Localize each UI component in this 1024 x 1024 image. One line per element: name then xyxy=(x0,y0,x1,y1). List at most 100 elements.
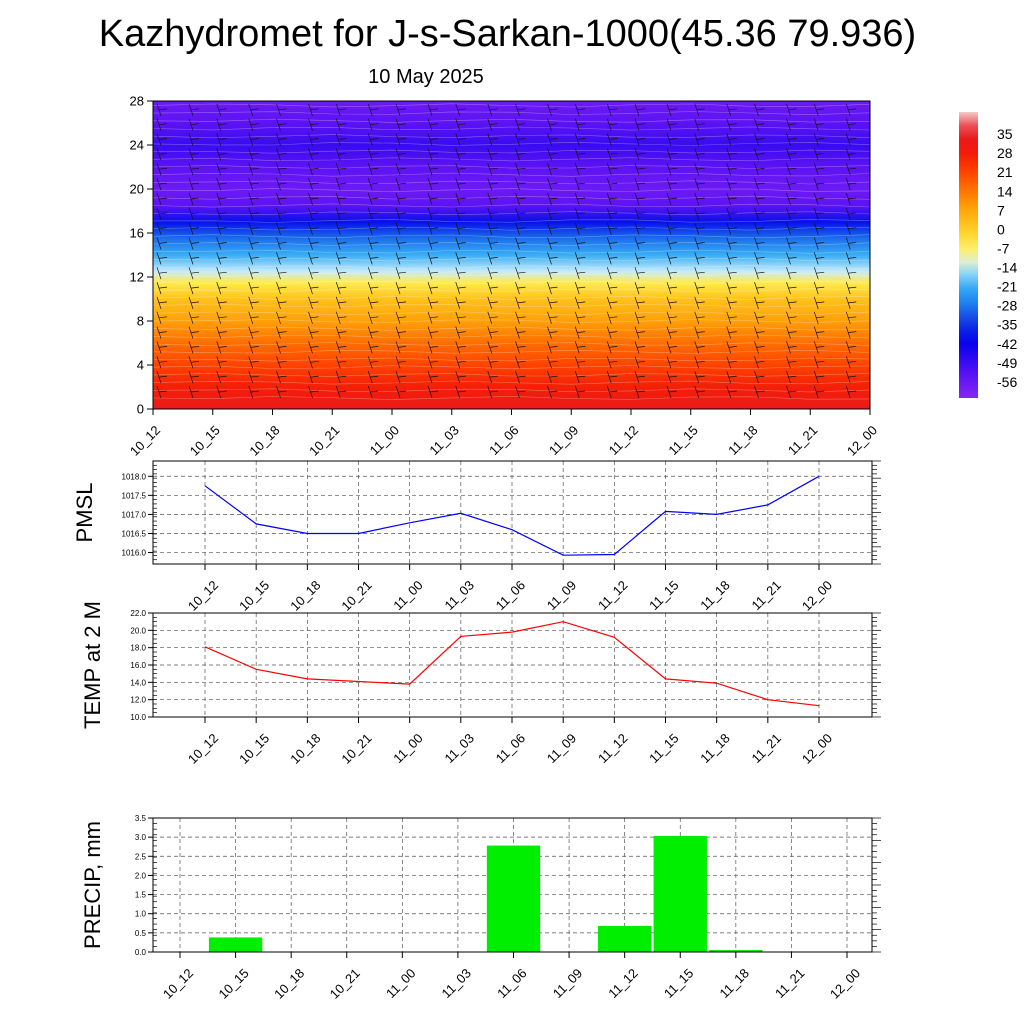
xtick-label: 10_18 xyxy=(287,731,323,767)
wind-barb xyxy=(188,177,200,191)
wind-barb xyxy=(427,281,439,295)
wind-barb xyxy=(547,207,558,220)
wind-barb xyxy=(455,311,466,324)
wind-barb xyxy=(427,148,439,161)
wind-barb xyxy=(515,177,526,191)
ytick-label: 1018.0 xyxy=(122,472,147,481)
heatmap-ytick-label: 24 xyxy=(130,138,144,153)
wind-barb xyxy=(754,222,765,235)
ytick-label: 18.0 xyxy=(130,644,146,653)
wind-barb xyxy=(455,356,466,369)
wind-barb xyxy=(455,177,466,191)
heatmap-isoline xyxy=(152,180,871,185)
xtick-label: 11_15 xyxy=(646,731,681,766)
wind-barb xyxy=(308,385,319,399)
wind-barb xyxy=(248,192,259,206)
wind-barb xyxy=(455,326,466,339)
heatmap-ytick-label: 8 xyxy=(137,314,144,329)
wind-barb xyxy=(427,222,439,235)
colorbar-label: 0 xyxy=(997,221,1005,237)
colorbar-label: 28 xyxy=(997,145,1013,161)
wind-barb xyxy=(487,311,498,324)
wind-barb xyxy=(367,133,379,146)
wind-barb xyxy=(335,118,347,131)
wind-barb xyxy=(694,118,705,131)
ytick-label: 10.0 xyxy=(130,713,146,722)
wind-barb xyxy=(694,311,705,324)
heatmap-xtick-label: 11_03 xyxy=(426,423,461,458)
wind-barb xyxy=(666,370,678,384)
wind-barb xyxy=(634,356,646,369)
wind-barb xyxy=(367,296,379,310)
wind-barb xyxy=(666,326,678,339)
wind-barb xyxy=(606,281,618,295)
heatmap-ytick-label: 16 xyxy=(130,226,144,241)
wind-barb xyxy=(515,267,526,280)
chart-subtitle: 10 May 2025 xyxy=(368,66,484,88)
wind-barb xyxy=(335,370,347,384)
wind-barb xyxy=(813,281,825,295)
wind-barb xyxy=(216,192,227,206)
heatmap-isoline xyxy=(152,203,871,208)
wind-barb xyxy=(427,237,439,250)
heatmap-isoline xyxy=(152,380,871,385)
wind-barb xyxy=(726,148,737,161)
wind-barb xyxy=(786,177,797,191)
wind-barb xyxy=(248,341,259,354)
wind-barb xyxy=(367,385,379,399)
wind-barb xyxy=(813,296,825,310)
wind-barb xyxy=(515,222,526,235)
wind-barb xyxy=(786,148,797,161)
wind-barb xyxy=(726,222,737,235)
wind-barb xyxy=(335,177,347,191)
heatmap-field xyxy=(153,101,870,409)
heatmap-ytick-label: 0 xyxy=(137,402,144,417)
wind-barb xyxy=(786,207,797,220)
wind-barb xyxy=(455,252,466,265)
wind-barb xyxy=(634,163,646,176)
wind-barb xyxy=(395,103,407,116)
xtick-label: 11_03 xyxy=(441,578,476,613)
wind-barb xyxy=(754,341,765,354)
wind-barb xyxy=(606,237,618,250)
colorbar-label: 21 xyxy=(997,164,1013,180)
ytick-label: 1.0 xyxy=(135,910,147,919)
wind-barb xyxy=(634,237,646,250)
xtick-label: 11_12 xyxy=(605,966,640,1001)
wind-barb xyxy=(335,133,347,146)
wind-barb xyxy=(216,267,227,280)
wind-barb xyxy=(666,103,678,116)
heatmap-isoline xyxy=(152,219,871,223)
heatmap-ytick-label: 20 xyxy=(130,182,144,197)
wind-barb xyxy=(666,311,678,324)
wind-barb xyxy=(726,133,737,146)
wind-barb xyxy=(156,192,168,206)
wind-barb xyxy=(666,118,678,131)
wind-barb xyxy=(216,326,227,339)
wind-barb xyxy=(694,281,705,295)
ytick-label: 3.5 xyxy=(135,814,147,823)
wind-barb xyxy=(726,252,737,265)
xtick-label: 10_12 xyxy=(185,731,221,767)
wind-barb xyxy=(606,177,618,191)
wind-barb xyxy=(427,370,439,384)
wind-barb xyxy=(726,385,737,399)
wind-barb xyxy=(308,148,319,161)
wind-barb xyxy=(666,296,678,310)
wind-barb xyxy=(188,207,200,220)
wind-barb xyxy=(786,237,797,250)
heatmap-isoline xyxy=(152,126,871,131)
wind-barb xyxy=(845,341,857,354)
heatmap-isoline xyxy=(152,272,871,277)
wind-barb xyxy=(335,267,347,280)
heatmap-isoline xyxy=(152,326,871,331)
wind-barb xyxy=(547,252,558,265)
wind-barb xyxy=(845,296,857,310)
wind-barb xyxy=(367,207,379,220)
heatmap-isoline xyxy=(152,311,871,316)
wind-barb xyxy=(666,133,678,146)
wind-barb xyxy=(726,177,737,191)
wind-barb xyxy=(574,118,586,131)
ytick-label: 1017.0 xyxy=(122,510,147,519)
wind-barb xyxy=(754,296,765,310)
